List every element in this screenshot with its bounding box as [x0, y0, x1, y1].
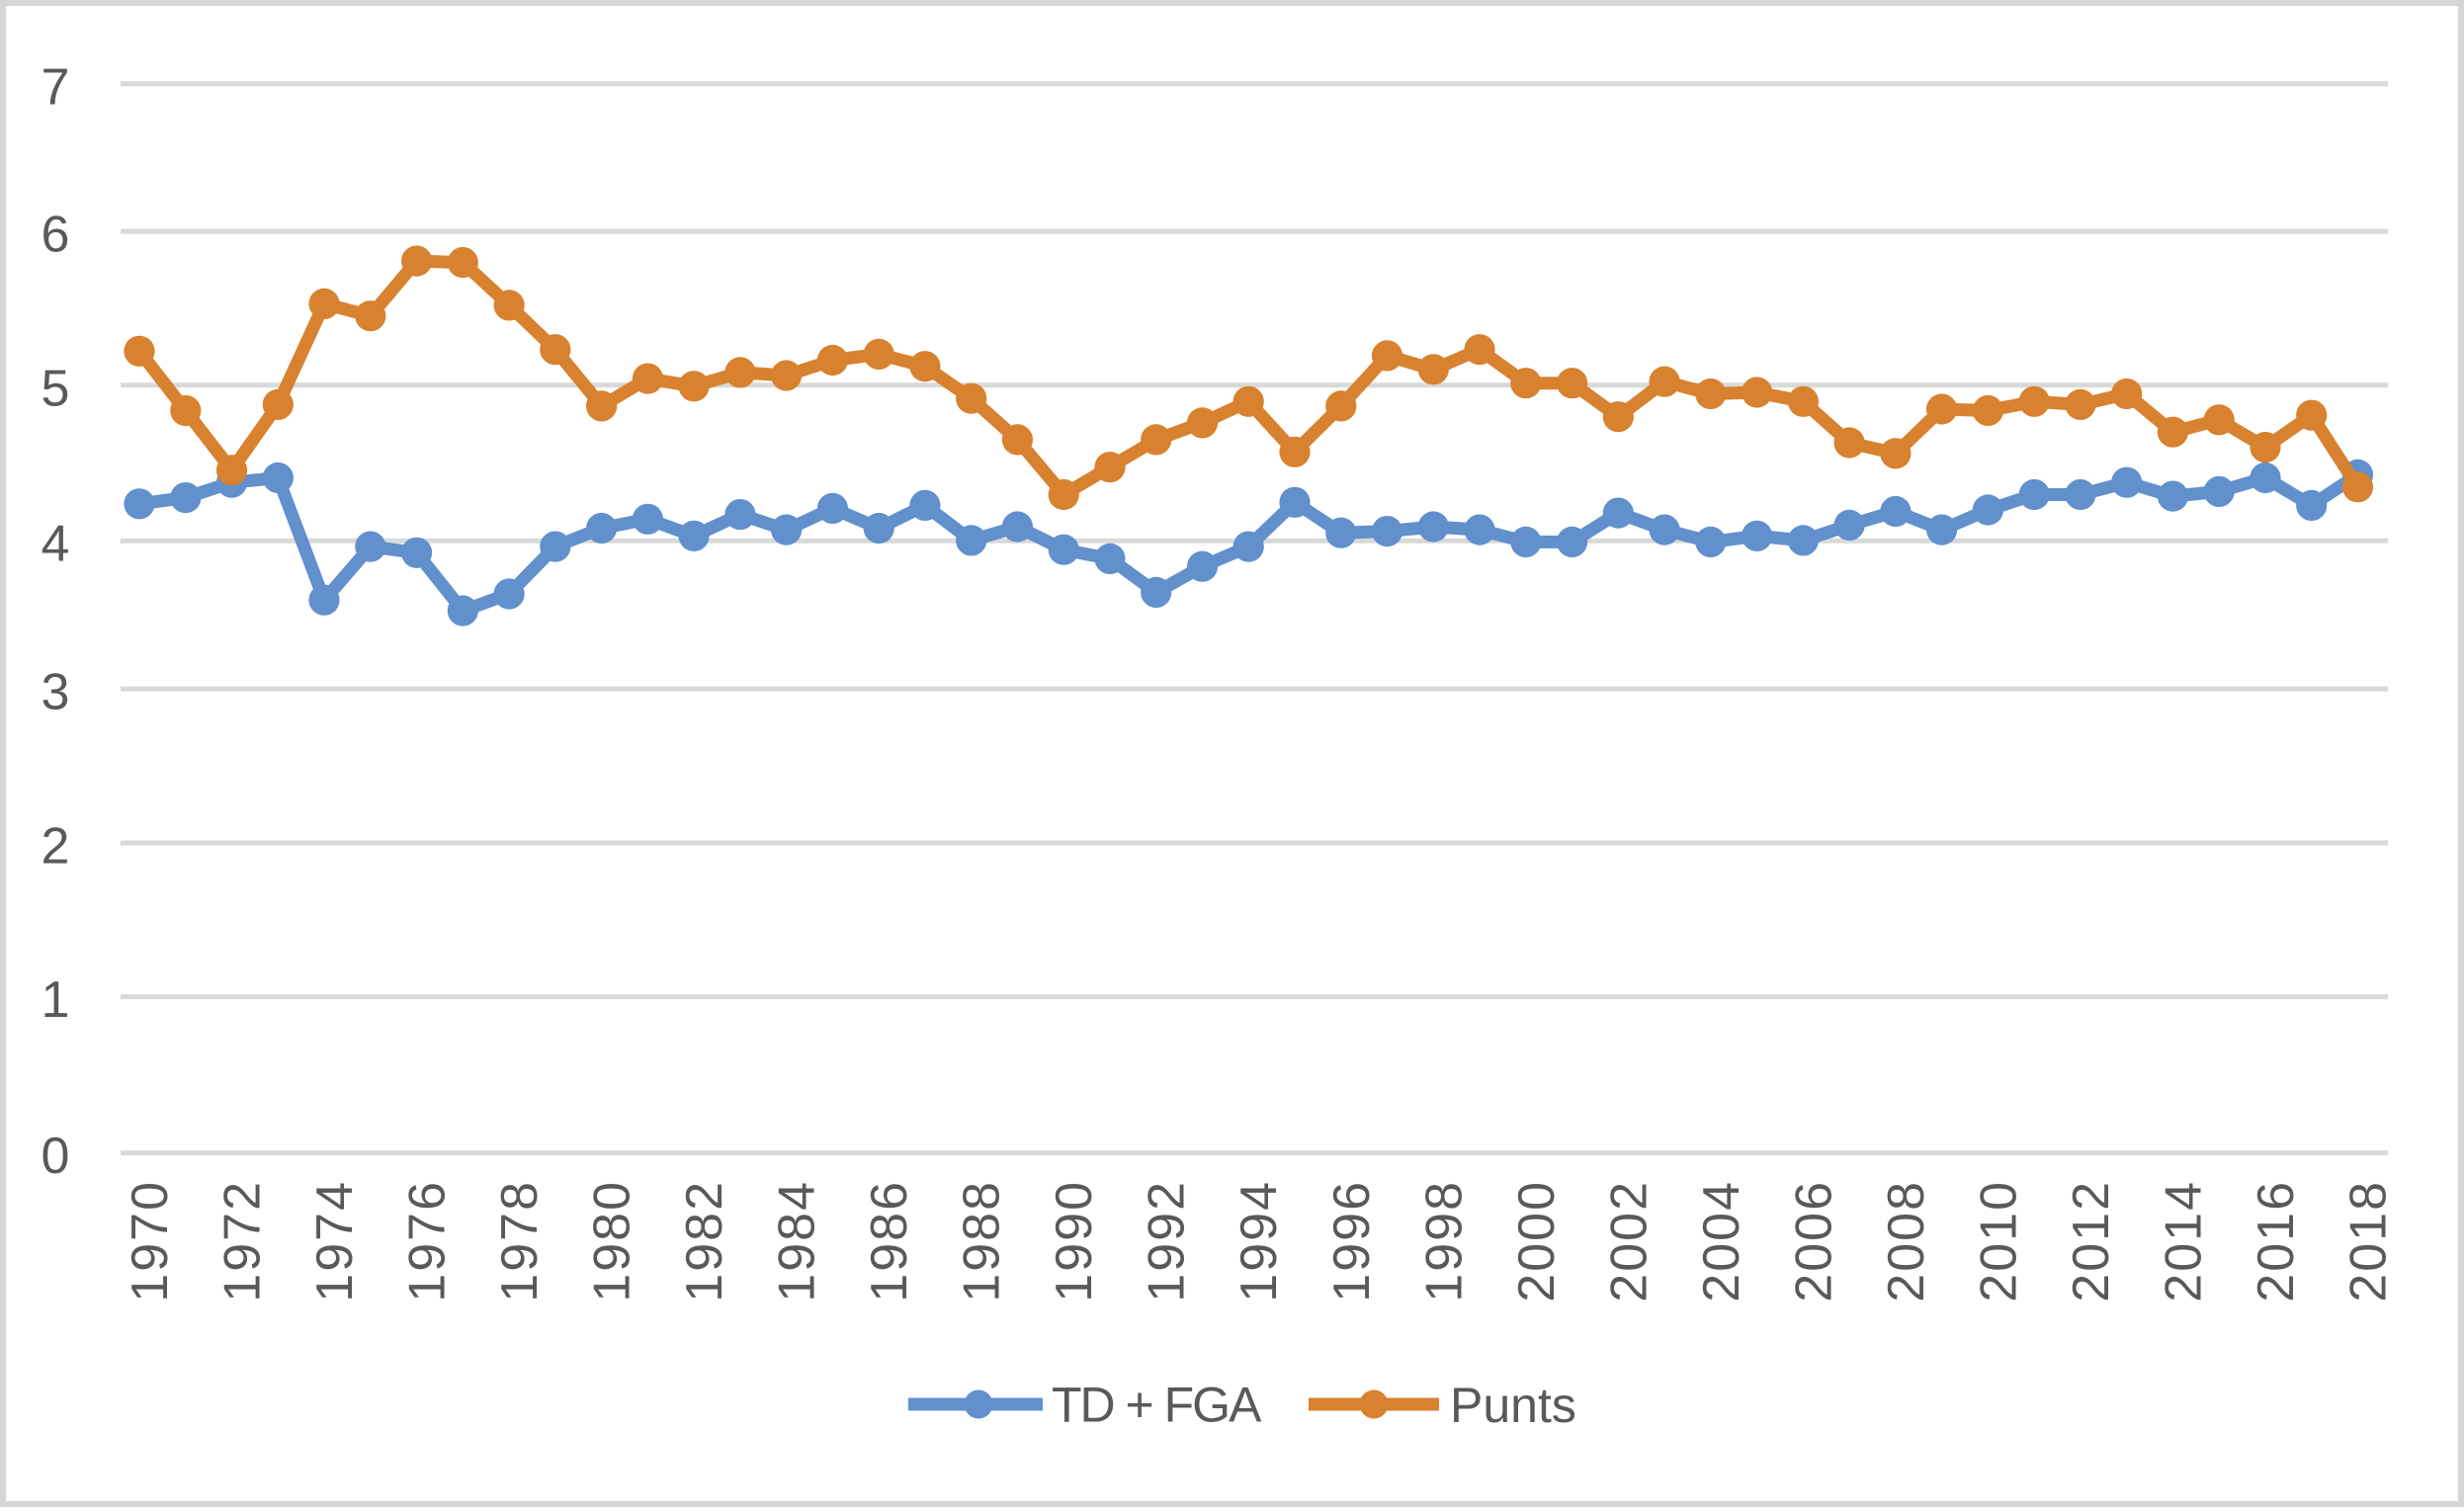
- svg-text:1: 1: [42, 971, 70, 1029]
- svg-text:5: 5: [42, 360, 70, 417]
- svg-text:1972: 1972: [214, 1180, 272, 1302]
- svg-text:2010: 2010: [1970, 1180, 2027, 1302]
- svg-text:2000: 2000: [1508, 1180, 1566, 1302]
- svg-text:1992: 1992: [1139, 1180, 1196, 1302]
- svg-text:2012: 2012: [2063, 1180, 2120, 1302]
- svg-text:1990: 1990: [1046, 1180, 1103, 1302]
- svg-text:0: 0: [42, 1128, 70, 1185]
- svg-text:2018: 2018: [2340, 1180, 2398, 1302]
- svg-text:1988: 1988: [954, 1180, 1011, 1302]
- svg-text:1982: 1982: [676, 1180, 733, 1302]
- svg-text:1994: 1994: [1231, 1180, 1288, 1302]
- svg-text:1976: 1976: [399, 1180, 457, 1302]
- svg-text:1996: 1996: [1323, 1180, 1381, 1302]
- svg-text:2002: 2002: [1600, 1180, 1657, 1302]
- svg-text:2008: 2008: [1878, 1180, 1935, 1302]
- svg-text:Punts: Punts: [1450, 1378, 1576, 1433]
- svg-text:1986: 1986: [861, 1180, 918, 1302]
- svg-text:1974: 1974: [306, 1180, 364, 1302]
- svg-text:7: 7: [42, 58, 70, 116]
- svg-text:2006: 2006: [1785, 1180, 1842, 1302]
- svg-text:1978: 1978: [491, 1180, 549, 1302]
- svg-text:2014: 2014: [2155, 1180, 2212, 1302]
- svg-text:1998: 1998: [1415, 1180, 1473, 1302]
- svg-text:3: 3: [42, 664, 70, 721]
- svg-text:1980: 1980: [584, 1180, 641, 1302]
- svg-text:1984: 1984: [769, 1180, 826, 1302]
- svg-text:2004: 2004: [1693, 1180, 1750, 1302]
- svg-text:4: 4: [42, 516, 70, 573]
- svg-text:TD + FGA: TD + FGA: [1052, 1378, 1262, 1433]
- svg-text:2016: 2016: [2248, 1180, 2305, 1302]
- svg-text:6: 6: [42, 207, 70, 264]
- svg-text:2: 2: [42, 818, 70, 876]
- svg-text:1970: 1970: [122, 1180, 179, 1302]
